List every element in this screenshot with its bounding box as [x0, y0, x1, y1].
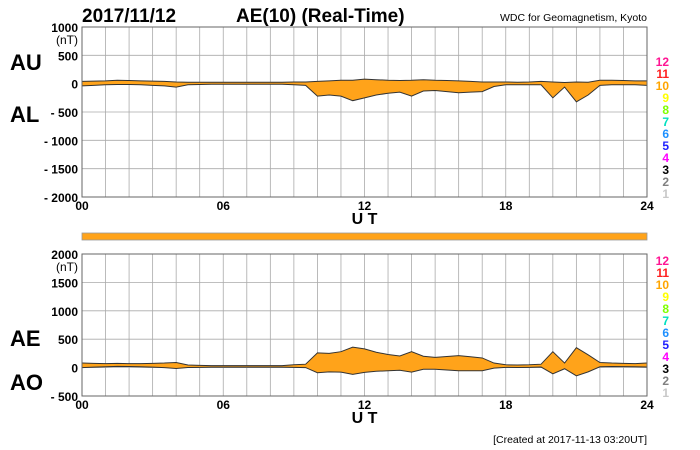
- plot-frame: [81, 253, 648, 397]
- station-count-label: 2: [662, 175, 669, 189]
- station-count-label: 3: [662, 163, 669, 177]
- source-label: WDC for Geomagnetism, Kyoto: [500, 12, 647, 24]
- y-tick-label: 0: [71, 362, 78, 376]
- y-tick-label: 0: [71, 78, 78, 92]
- station-count-label: 9: [662, 290, 669, 304]
- station-count-label: 1: [662, 187, 669, 201]
- station-count-label: 4: [662, 151, 669, 165]
- y-label-top: AE: [10, 326, 41, 351]
- x-tick-label: 12: [358, 398, 372, 412]
- x-tick-label: 18: [499, 199, 513, 213]
- created-timestamp: [Created at 2017-11-13 03:20UT]: [493, 434, 647, 446]
- station-count-label: 3: [662, 362, 669, 376]
- x-axis-label: U T: [352, 410, 378, 427]
- y-tick-label: 1000: [51, 21, 78, 35]
- y-label-bottom: AL: [10, 102, 39, 127]
- y-tick-label: 1500: [51, 276, 78, 290]
- station-count-label: 5: [662, 338, 669, 352]
- date-title: 2017/11/12: [82, 6, 176, 27]
- series-line-al: [81, 83, 648, 103]
- station-count-label: 12: [656, 55, 670, 69]
- y-tick-label: 1000: [51, 305, 78, 319]
- station-count-label: 7: [662, 314, 669, 328]
- station-count-strip: [81, 232, 648, 241]
- station-count-label: 7: [662, 115, 669, 129]
- x-tick-label: 12: [358, 199, 372, 213]
- x-tick-label: 06: [217, 199, 231, 213]
- x-tick-label: 00: [75, 398, 89, 412]
- y-tick-label: - 500: [51, 106, 79, 120]
- chart-title: AE(10) (Real-Time): [236, 6, 405, 27]
- station-count-label: 6: [662, 127, 669, 141]
- y-tick-label: 500: [58, 49, 78, 63]
- station-count-label: 12: [656, 254, 670, 268]
- x-tick-label: 24: [640, 398, 654, 412]
- x-tick-label: 00: [75, 199, 89, 213]
- station-count-label: 1: [662, 386, 669, 400]
- y-tick-label: - 1500: [44, 163, 78, 177]
- station-count-label: 8: [662, 103, 669, 117]
- y-tick-label: - 2000: [44, 191, 78, 205]
- x-tick-label: 06: [217, 398, 231, 412]
- x-axis-label: U T: [352, 211, 378, 228]
- station-count-label: 4: [662, 350, 669, 364]
- station-count-label: 9: [662, 91, 669, 105]
- y-tick-label: 500: [58, 333, 78, 347]
- x-tick-label: 24: [640, 199, 654, 213]
- station-count-label: 11: [656, 266, 669, 280]
- y-unit-label: (nT): [56, 33, 78, 47]
- station-count-label: 2: [662, 374, 669, 388]
- y-tick-label: - 500: [51, 390, 79, 404]
- series-fill-area: [82, 347, 647, 376]
- station-count-label: 8: [662, 302, 669, 316]
- station-count-label: 6: [662, 326, 669, 340]
- y-tick-label: - 1000: [44, 134, 78, 148]
- series-line-au: [81, 78, 647, 84]
- plot-frame: [81, 26, 648, 198]
- series-line-ae: [81, 346, 648, 367]
- y-unit-label: (nT): [56, 260, 78, 274]
- station-count-label: 10: [656, 278, 670, 292]
- y-label-bottom: AO: [10, 370, 43, 395]
- y-label-top: AU: [10, 50, 42, 75]
- station-count-label: 5: [662, 139, 669, 153]
- station-count-label: 11: [656, 67, 669, 81]
- y-tick-label: 2000: [51, 248, 78, 262]
- station-count-label: 10: [656, 79, 670, 93]
- x-tick-label: 18: [499, 398, 513, 412]
- series-line-ao: [81, 365, 648, 377]
